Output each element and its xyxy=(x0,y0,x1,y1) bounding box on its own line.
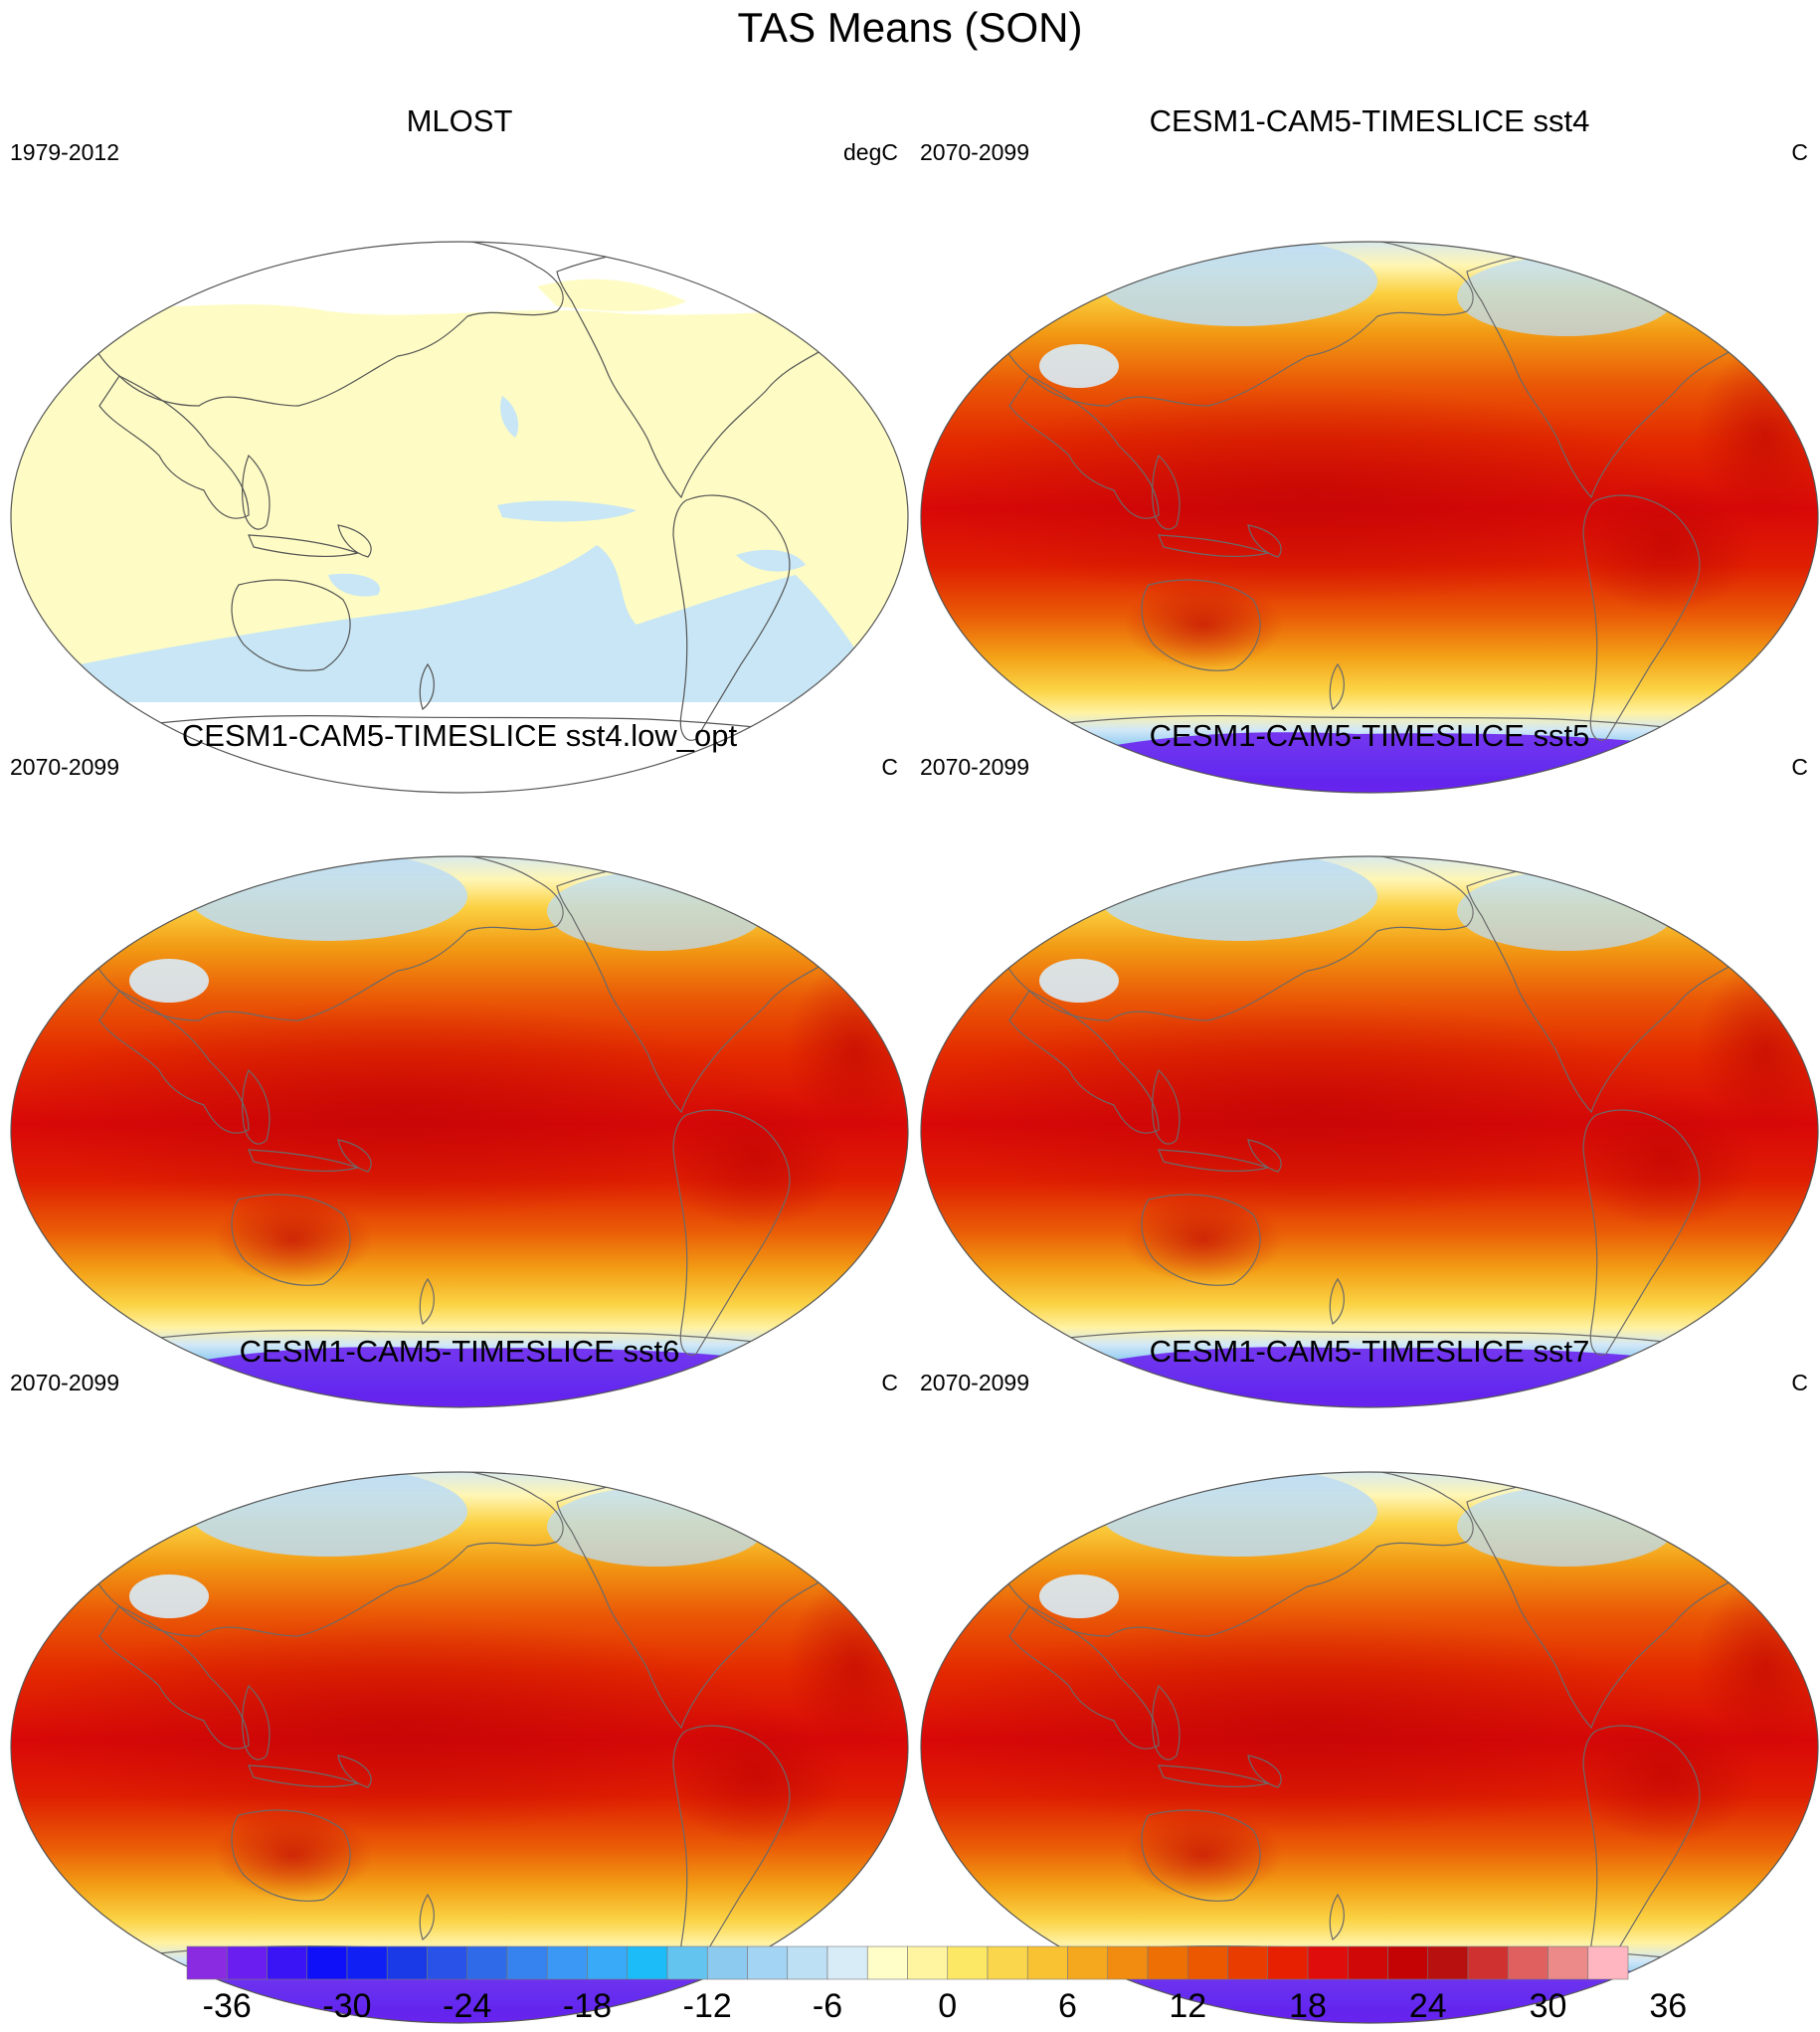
map-boundary xyxy=(10,855,909,1408)
colorbar-swatch xyxy=(1387,1945,1429,1980)
colorbar-swatch xyxy=(1186,1945,1228,1980)
colorbar-tick-label: 0 xyxy=(938,1987,957,2025)
map-panel: MLOST 1979-2012 degC xyxy=(10,103,909,794)
panel-title: CESM1-CAM5-TIMESLICE sst7 xyxy=(1150,1334,1590,1369)
map-field xyxy=(921,242,1818,793)
colorbar-swatch xyxy=(1107,1945,1149,1980)
panel-title: CESM1-CAM5-TIMESLICE sst4.low_opt xyxy=(182,718,738,753)
map-boundary xyxy=(10,1471,909,2024)
colorbar-swatch xyxy=(1147,1945,1188,1980)
panel-title: MLOST xyxy=(407,103,513,138)
colorbar-swatch xyxy=(987,1945,1028,1980)
panel-title: CESM1-CAM5-TIMESLICE sst6 xyxy=(240,1334,680,1369)
colorbar-tick-label: -12 xyxy=(683,1987,732,2025)
colorbar-tick-label: -24 xyxy=(443,1987,491,2025)
colorbar-tick-label: -18 xyxy=(563,1987,612,2025)
map-field xyxy=(11,242,908,793)
map-panel: CESM1-CAM5-TIMESLICE sst5 2070-2099 C xyxy=(920,718,1819,1408)
colorbar-swatch xyxy=(747,1945,789,1980)
colorbar-swatch xyxy=(787,1945,828,1980)
panel-period-label: 2070-2099 xyxy=(920,1370,1029,1395)
map-boundary xyxy=(920,855,1819,1408)
map-boundary xyxy=(920,241,1819,794)
colorbar-swatch xyxy=(267,1945,308,1980)
colorbar-swatch xyxy=(1347,1945,1388,1980)
colorbar-swatch xyxy=(1026,1945,1068,1980)
colorbar-tick-label: -6 xyxy=(813,1987,842,2025)
colorbar-swatch xyxy=(1467,1945,1509,1980)
map-field xyxy=(11,1472,908,2023)
panel-units-label: C xyxy=(1791,754,1808,780)
map-field xyxy=(921,856,1818,1407)
colorbar-tick-label: 18 xyxy=(1289,1987,1327,2025)
map-field xyxy=(921,1472,1818,2023)
colorbar-tick-label: -30 xyxy=(322,1987,371,2025)
map-panel: CESM1-CAM5-TIMESLICE sst4 2070-2099 C xyxy=(920,103,1819,794)
colorbar-swatch xyxy=(1227,1945,1269,1980)
panel-units-label: C xyxy=(1791,1370,1808,1395)
colorbar-swatch xyxy=(226,1945,268,1980)
colorbar-swatch xyxy=(1307,1945,1349,1980)
colorbar-tick-label: 30 xyxy=(1530,1987,1567,2025)
panel-period-label: 1979-2012 xyxy=(10,139,119,165)
panel-units-label: C xyxy=(881,754,898,780)
colorbar-swatch xyxy=(1547,1945,1589,1980)
colorbar-swatch xyxy=(627,1945,668,1980)
map-boundary xyxy=(10,241,909,794)
colorbar-tick-label: 24 xyxy=(1409,1987,1447,2025)
colorbar-swatch xyxy=(587,1945,629,1980)
colorbar-swatch xyxy=(1067,1945,1109,1980)
colorbar: -36 -30 -24 -18 -12 -6 0 6 12 18 24 30 36 xyxy=(186,1945,1687,2025)
colorbar-swatch xyxy=(466,1945,508,1980)
panel-title: CESM1-CAM5-TIMESLICE sst5 xyxy=(1150,718,1590,753)
colorbar-swatch xyxy=(666,1945,708,1980)
colorbar-swatch xyxy=(346,1945,388,1980)
map-boundary xyxy=(920,1471,1819,2024)
colorbar-swatch xyxy=(386,1945,428,1980)
map-panel: CESM1-CAM5-TIMESLICE sst6 2070-2099 C xyxy=(10,1334,909,2024)
colorbar-swatch xyxy=(706,1945,748,1980)
panel-period-label: 2070-2099 xyxy=(10,754,119,780)
panel-units-label: C xyxy=(1791,139,1808,165)
panel-period-label: 2070-2099 xyxy=(920,754,1029,780)
colorbar-swatch xyxy=(546,1945,588,1980)
colorbar-swatch xyxy=(826,1945,868,1980)
colorbar-swatch xyxy=(907,1945,949,1980)
colorbar-swatch xyxy=(186,1945,228,1980)
colorbar-tick-label: 6 xyxy=(1058,1987,1077,2025)
panel-period-label: 2070-2099 xyxy=(920,139,1029,165)
colorbar-swatch xyxy=(306,1945,348,1980)
figure-title: TAS Means (SON) xyxy=(738,4,1083,51)
map-panel: CESM1-CAM5-TIMESLICE sst4.low_opt 2070-20… xyxy=(10,718,909,1408)
colorbar-swatch xyxy=(1507,1945,1548,1980)
colorbar-tick-label: 12 xyxy=(1169,1987,1206,2025)
colorbar-swatch xyxy=(427,1945,468,1980)
map-field xyxy=(11,856,908,1407)
panel-title: CESM1-CAM5-TIMESLICE sst4 xyxy=(1150,103,1590,138)
colorbar-swatch xyxy=(1587,1945,1629,1980)
colorbar-swatch xyxy=(506,1945,548,1980)
colorbar-tick-label: -36 xyxy=(203,1987,252,2025)
panel-units-label: degC xyxy=(843,139,898,165)
colorbar-swatch xyxy=(1427,1945,1469,1980)
colorbar-swatch xyxy=(866,1945,908,1980)
panel-units-label: C xyxy=(881,1370,898,1395)
colorbar-swatch xyxy=(1267,1945,1309,1980)
colorbar-tick-label: 36 xyxy=(1649,1987,1687,2025)
panel-period-label: 2070-2099 xyxy=(10,1370,119,1395)
map-panel: CESM1-CAM5-TIMESLICE sst7 2070-2099 C xyxy=(920,1334,1819,2024)
colorbar-swatch xyxy=(947,1945,989,1980)
